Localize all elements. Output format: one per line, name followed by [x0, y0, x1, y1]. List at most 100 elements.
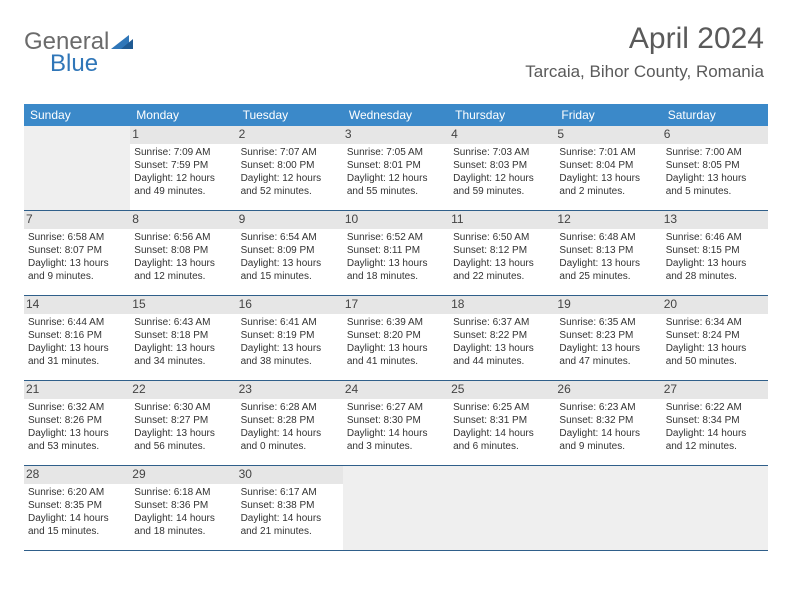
- day-info: Sunrise: 6:30 AMSunset: 8:27 PMDaylight:…: [134, 401, 232, 453]
- day-of-week-cell: Friday: [555, 104, 661, 126]
- day-number: 2: [237, 126, 343, 144]
- day-info: Sunrise: 6:46 AMSunset: 8:15 PMDaylight:…: [666, 231, 764, 283]
- header: April 2024 Tarcaia, Bihor County, Romani…: [525, 22, 764, 82]
- day-cell: 20 Sunrise: 6:34 AMSunset: 8:24 PMDayligh…: [662, 296, 768, 380]
- day-cell-blank: [555, 466, 661, 550]
- day-cell: 1 Sunrise: 7:09 AMSunset: 7:59 PMDaylight…: [130, 126, 236, 210]
- day-cell: 28Sunrise: 6:20 AMSunset: 8:35 PMDayligh…: [24, 466, 130, 550]
- day-number: 5: [555, 126, 661, 144]
- day-cell: 15 Sunrise: 6:43 AMSunset: 8:18 PMDayligh…: [130, 296, 236, 380]
- day-cell: 22Sunrise: 6:30 AMSunset: 8:27 PMDayligh…: [130, 381, 236, 465]
- day-number: 3: [343, 126, 449, 144]
- day-cell: 14 Sunrise: 6:44 AMSunset: 8:16 PMDayligh…: [24, 296, 130, 380]
- day-info: Sunrise: 7:07 AMSunset: 8:00 PMDaylight:…: [241, 146, 339, 198]
- day-of-week-cell: Monday: [130, 104, 236, 126]
- day-info: Sunrise: 6:39 AMSunset: 8:20 PMDaylight:…: [347, 316, 445, 368]
- day-info: Sunrise: 6:56 AMSunset: 8:08 PMDaylight:…: [134, 231, 232, 283]
- day-cell: 4 Sunrise: 7:03 AMSunset: 8:03 PMDaylight…: [449, 126, 555, 210]
- day-info: Sunrise: 6:43 AMSunset: 8:18 PMDaylight:…: [134, 316, 232, 368]
- day-of-week-cell: Tuesday: [237, 104, 343, 126]
- day-info: Sunrise: 6:22 AMSunset: 8:34 PMDaylight:…: [666, 401, 764, 453]
- day-number: 15: [130, 296, 236, 314]
- day-number: 21: [24, 381, 130, 399]
- day-cell: 5Sunrise: 7:01 AMSunset: 8:04 PMDaylight…: [555, 126, 661, 210]
- day-number: 9: [237, 211, 343, 229]
- day-cell: 29Sunrise: 6:18 AMSunset: 8:36 PMDayligh…: [130, 466, 236, 550]
- day-info: Sunrise: 6:28 AMSunset: 8:28 PMDaylight:…: [241, 401, 339, 453]
- day-cell-blank: [662, 466, 768, 550]
- day-number: 25: [449, 381, 555, 399]
- day-number: 18: [449, 296, 555, 314]
- day-info: Sunrise: 6:58 AMSunset: 8:07 PMDaylight:…: [28, 231, 126, 283]
- day-cell: 19 Sunrise: 6:35 AMSunset: 8:23 PMDayligh…: [555, 296, 661, 380]
- day-of-week-cell: Sunday: [24, 104, 130, 126]
- day-cell-blank: [343, 466, 449, 550]
- day-cell: 3 Sunrise: 7:05 AMSunset: 8:01 PMDaylight…: [343, 126, 449, 210]
- day-info: Sunrise: 6:35 AMSunset: 8:23 PMDaylight:…: [559, 316, 657, 368]
- week-row: 28Sunrise: 6:20 AMSunset: 8:35 PMDayligh…: [24, 466, 768, 551]
- day-number: 17: [343, 296, 449, 314]
- day-info: Sunrise: 6:34 AMSunset: 8:24 PMDaylight:…: [666, 316, 764, 368]
- day-cell: 13 Sunrise: 6:46 AMSunset: 8:15 PMDayligh…: [662, 211, 768, 295]
- day-cell: 26 Sunrise: 6:23 AMSunset: 8:32 PMDayligh…: [555, 381, 661, 465]
- day-number: 14: [24, 296, 130, 314]
- day-info: Sunrise: 7:03 AMSunset: 8:03 PMDaylight:…: [453, 146, 551, 198]
- week-row: 7 Sunrise: 6:58 AMSunset: 8:07 PMDaylight…: [24, 211, 768, 296]
- logo-icon: [111, 33, 133, 51]
- day-info: Sunrise: 6:17 AMSunset: 8:38 PMDaylight:…: [241, 486, 339, 538]
- day-cell: 7 Sunrise: 6:58 AMSunset: 8:07 PMDaylight…: [24, 211, 130, 295]
- day-info: Sunrise: 6:23 AMSunset: 8:32 PMDaylight:…: [559, 401, 657, 453]
- day-number: 19: [555, 296, 661, 314]
- day-info: Sunrise: 7:09 AMSunset: 7:59 PMDaylight:…: [134, 146, 232, 198]
- day-number: 13: [662, 211, 768, 229]
- day-of-week-cell: Saturday: [662, 104, 768, 126]
- day-cell: 24 Sunrise: 6:27 AMSunset: 8:30 PMDayligh…: [343, 381, 449, 465]
- day-cell: 30 Sunrise: 6:17 AMSunset: 8:38 PMDayligh…: [237, 466, 343, 550]
- day-number: 23: [237, 381, 343, 399]
- day-cell: 6Sunrise: 7:00 AMSunset: 8:05 PMDaylight…: [662, 126, 768, 210]
- day-cell: 23 Sunrise: 6:28 AMSunset: 8:28 PMDayligh…: [237, 381, 343, 465]
- day-info: Sunrise: 6:18 AMSunset: 8:36 PMDaylight:…: [134, 486, 232, 538]
- day-cell: 8 Sunrise: 6:56 AMSunset: 8:08 PMDaylight…: [130, 211, 236, 295]
- day-info: Sunrise: 6:44 AMSunset: 8:16 PMDaylight:…: [28, 316, 126, 368]
- day-cell: 16Sunrise: 6:41 AMSunset: 8:19 PMDayligh…: [237, 296, 343, 380]
- day-cell: 18 Sunrise: 6:37 AMSunset: 8:22 PMDayligh…: [449, 296, 555, 380]
- day-number: 30: [237, 466, 343, 484]
- day-number: 12: [555, 211, 661, 229]
- day-of-week-cell: Thursday: [449, 104, 555, 126]
- week-row: 21 Sunrise: 6:32 AMSunset: 8:26 PMDayligh…: [24, 381, 768, 466]
- day-info: Sunrise: 6:32 AMSunset: 8:26 PMDaylight:…: [28, 401, 126, 453]
- day-cell: 12 Sunrise: 6:48 AMSunset: 8:13 PMDayligh…: [555, 211, 661, 295]
- day-of-week-row: SundayMondayTuesdayWednesdayThursdayFrid…: [24, 104, 768, 126]
- day-number: 26: [555, 381, 661, 399]
- day-number: 1: [130, 126, 236, 144]
- day-cell-blank: [24, 126, 130, 210]
- day-info: Sunrise: 6:37 AMSunset: 8:22 PMDaylight:…: [453, 316, 551, 368]
- day-number: 6: [662, 126, 768, 144]
- location-label: Tarcaia, Bihor County, Romania: [525, 62, 764, 82]
- day-info: Sunrise: 6:48 AMSunset: 8:13 PMDaylight:…: [559, 231, 657, 283]
- day-info: Sunrise: 6:25 AMSunset: 8:31 PMDaylight:…: [453, 401, 551, 453]
- day-cell-blank: [449, 466, 555, 550]
- day-number: 4: [449, 126, 555, 144]
- day-cell: 17 Sunrise: 6:39 AMSunset: 8:20 PMDayligh…: [343, 296, 449, 380]
- day-number: 27: [662, 381, 768, 399]
- day-number: 8: [130, 211, 236, 229]
- day-cell: 2 Sunrise: 7:07 AMSunset: 8:00 PMDaylight…: [237, 126, 343, 210]
- day-number: 20: [662, 296, 768, 314]
- week-row: 14 Sunrise: 6:44 AMSunset: 8:16 PMDayligh…: [24, 296, 768, 381]
- day-cell: 27 Sunrise: 6:22 AMSunset: 8:34 PMDayligh…: [662, 381, 768, 465]
- day-number: 7: [24, 211, 130, 229]
- day-info: Sunrise: 7:05 AMSunset: 8:01 PMDaylight:…: [347, 146, 445, 198]
- day-info: Sunrise: 6:52 AMSunset: 8:11 PMDaylight:…: [347, 231, 445, 283]
- calendar: SundayMondayTuesdayWednesdayThursdayFrid…: [24, 104, 768, 551]
- month-title: April 2024: [525, 22, 764, 56]
- day-info: Sunrise: 6:27 AMSunset: 8:30 PMDaylight:…: [347, 401, 445, 453]
- day-info: Sunrise: 6:54 AMSunset: 8:09 PMDaylight:…: [241, 231, 339, 283]
- day-number: 24: [343, 381, 449, 399]
- day-number: 11: [449, 211, 555, 229]
- day-cell: 9 Sunrise: 6:54 AMSunset: 8:09 PMDaylight…: [237, 211, 343, 295]
- day-info: Sunrise: 6:41 AMSunset: 8:19 PMDaylight:…: [241, 316, 339, 368]
- day-cell: 25 Sunrise: 6:25 AMSunset: 8:31 PMDayligh…: [449, 381, 555, 465]
- week-row: 1 Sunrise: 7:09 AMSunset: 7:59 PMDaylight…: [24, 126, 768, 211]
